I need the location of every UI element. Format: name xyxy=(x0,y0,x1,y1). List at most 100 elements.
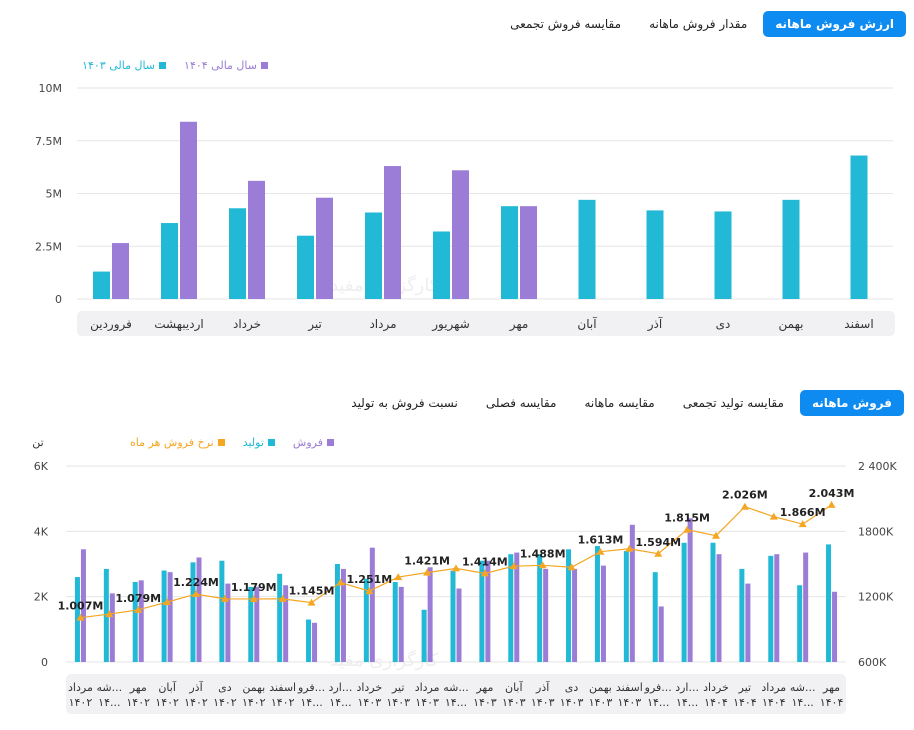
x-tick-label: ۱۴۰۲ xyxy=(271,696,295,709)
bar-1404 xyxy=(316,197,333,299)
x-tick-label: مهر xyxy=(509,317,529,332)
production-bar xyxy=(537,554,543,662)
rate-data-label: 1.488M xyxy=(520,547,566,560)
x-axis-band xyxy=(66,674,846,714)
x-tick-label: آذر xyxy=(188,680,203,694)
rate-point xyxy=(740,502,749,510)
x-tick-label: فرو... xyxy=(297,681,325,694)
top-chart-tab-0[interactable]: ارزش فروش ماهانه xyxy=(763,11,906,37)
rate-point xyxy=(220,594,229,602)
x-tick-label: آذر xyxy=(535,680,550,694)
rate-point xyxy=(827,500,836,508)
bar-1404 xyxy=(520,206,537,299)
x-tick-label: ۱۴... xyxy=(329,696,351,709)
production-bar xyxy=(652,572,658,662)
x-tick-label: شه... xyxy=(443,681,469,694)
sales-bar xyxy=(138,580,144,662)
bar-1403 xyxy=(365,212,382,299)
x-tick-label: مرداد xyxy=(761,681,786,694)
x-tick-label: مرداد xyxy=(415,681,440,694)
bar-1404 xyxy=(180,121,197,299)
rate-data-label: 1.179M xyxy=(231,581,277,594)
sales-bar xyxy=(572,568,578,662)
x-tick-label: ۱۴... xyxy=(445,696,467,709)
top-chart-tab-2[interactable]: مقایسه فروش تجمعی xyxy=(510,17,622,31)
rate-point xyxy=(278,594,287,602)
bottom-legend-item[interactable]: فروش xyxy=(293,436,334,449)
x-tick-label: ۱۴... xyxy=(676,696,698,709)
rate-point xyxy=(134,605,143,613)
x-tick-label: آبان xyxy=(577,316,597,331)
left-tick-label: 6K xyxy=(34,460,49,473)
production-bar xyxy=(826,544,832,662)
bar-1403 xyxy=(433,231,450,299)
rate-data-label: 1.866M xyxy=(780,506,826,519)
rate-point xyxy=(538,561,547,569)
bottom-legend-item[interactable]: نرخ فروش هر ماه xyxy=(130,436,225,449)
right-tick-label: 600K xyxy=(858,656,887,669)
sales-bar xyxy=(543,568,549,662)
rate-data-label: 1.007M xyxy=(58,600,104,613)
x-tick-label: آذر xyxy=(647,316,663,332)
legend-label: نرخ فروش هر ماه xyxy=(130,436,214,449)
production-bar xyxy=(306,619,312,662)
x-tick-label: ۱۴۰۳ xyxy=(358,696,382,709)
x-tick-label: بهمن xyxy=(589,681,612,694)
bottom-chart-tab-2[interactable]: مقایسه ماهانه xyxy=(584,396,655,410)
x-tick-label: دی xyxy=(218,681,232,694)
x-tick-label: ۱۴۰۳ xyxy=(618,696,642,709)
x-tick-label: شه... xyxy=(790,681,816,694)
sales-bar xyxy=(398,586,404,662)
sales-bar xyxy=(254,586,260,662)
sales-bar xyxy=(600,565,606,662)
x-tick-label: اردیبهشت xyxy=(154,317,203,332)
bottom-legend-item[interactable]: تولید xyxy=(243,436,275,449)
rate-data-label: 1.251M xyxy=(346,573,392,586)
rate-point xyxy=(654,549,663,557)
top-legend-item[interactable]: سال مالی ۱۴۰۴ xyxy=(184,59,268,72)
x-tick-label: مهر xyxy=(475,681,493,694)
bar-1403 xyxy=(93,271,110,299)
rate-point xyxy=(249,594,258,602)
left-tick-label: 2K xyxy=(34,591,49,604)
legend-swatch xyxy=(327,439,334,446)
x-tick-label: ۱۴... xyxy=(647,696,669,709)
rate-data-label: 1.079M xyxy=(115,592,161,605)
rate-data-label: 1.594M xyxy=(635,536,681,549)
production-bar xyxy=(363,578,369,662)
top-legend-item[interactable]: سال مالی ۱۴۰۳ xyxy=(82,59,167,72)
rate-point xyxy=(192,590,200,598)
sales-bar xyxy=(485,560,491,662)
bottom-chart-tab-3[interactable]: مقایسه فصلی xyxy=(485,396,557,410)
bar-1403 xyxy=(161,223,178,299)
y-tick-label: 2.5M xyxy=(35,240,62,253)
bottom-chart-tab-1[interactable]: مقایسه تولید تجمعی xyxy=(682,396,784,410)
bar-1403 xyxy=(501,206,518,299)
bar-1403 xyxy=(578,199,596,299)
x-tick-label: ۱۴۰۳ xyxy=(415,696,439,709)
x-tick-label: تیر xyxy=(738,681,751,694)
bar-1404 xyxy=(384,166,401,299)
rate-data-label: 2.043M xyxy=(809,487,855,500)
x-tick-label: بهمن xyxy=(779,317,804,332)
rate-data-label: 1.421M xyxy=(404,555,450,568)
production-bar xyxy=(161,570,167,662)
rate-data-label: 2.026M xyxy=(722,489,768,502)
bottom-chart-tab-4[interactable]: نسبت فروش به تولید xyxy=(351,396,458,410)
rate-data-label: 1.145M xyxy=(289,585,335,598)
rate-point xyxy=(336,578,345,586)
bottom-chart-tab-0[interactable]: فروش ماهانه xyxy=(799,390,904,416)
production-bar xyxy=(681,542,687,662)
production-bar xyxy=(219,560,225,662)
top-chart-tab-1[interactable]: مقدار فروش ماهانه xyxy=(649,17,748,31)
x-tick-label: خرداد xyxy=(356,681,382,694)
rate-point xyxy=(509,562,518,570)
x-tick-label: ۱۴۰۲ xyxy=(242,696,266,709)
right-tick-label: 2 400K xyxy=(858,460,897,473)
bottom-chart-tabs: فروش ماهانه مقایسه تولید تجمعی مقایسه ماها… xyxy=(339,390,904,416)
production-bar xyxy=(710,542,716,662)
x-tick-label: شه... xyxy=(97,681,123,694)
rate-point xyxy=(105,610,114,618)
x-tick-label: فرو... xyxy=(644,681,672,694)
